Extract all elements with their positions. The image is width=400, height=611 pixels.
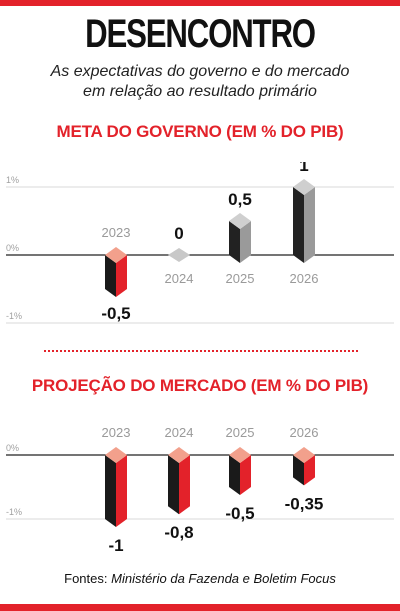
y-tick-label: -1% [6,507,22,517]
bottom-accent-bar [0,604,400,611]
y-tick-label: -1% [6,311,22,321]
x-tick-label: 2026 [290,271,319,286]
y-tick-label: 0% [6,243,19,253]
source-label: Fontes: [64,571,108,586]
government-chart-title: META DO GOVERNO (EM % DO PIB) [56,122,344,141]
market-projection-chart: 0% -1% 2023 -1 2024 -0,8 2025 -0,5 2026 -0,35 [6,425,394,552]
government-target-chart: 1% 0% -1% 2023 -0,5 0 2024 0,5 2025 1 2026 [6,162,394,324]
y-tick-label: 0% [6,443,19,453]
bar [105,447,127,527]
source-value: Ministério da Fazenda e Boletim Focus [111,571,336,586]
x-tick-label: 2024 [165,425,194,440]
x-tick-label: 2023 [102,425,131,440]
x-tick-label: 2025 [226,271,255,286]
data-label: -0,35 [285,494,324,513]
data-label: 1 [299,162,308,175]
bar [105,247,127,297]
bar [229,213,251,263]
data-label: -0,8 [164,523,193,542]
data-label: -0,5 [101,304,130,323]
subtitle-line-2: em relação ao resultado primário [83,83,317,100]
market-chart-title: PROJEÇÃO DO MERCADO (EM % DO PIB) [31,376,369,395]
x-tick-label: 2023 [102,225,131,240]
page-subtitle: As expectativas do governo e do mercado … [20,62,380,102]
data-label: 0,5 [228,190,252,209]
bar [293,179,315,263]
bar [168,447,190,515]
y-tick-label: 1% [6,175,19,185]
bar [229,447,251,495]
bar [168,248,190,262]
data-label: -1 [108,536,123,552]
bar [293,447,315,486]
section-divider [44,350,358,352]
source-note: Fontes: Ministério da Fazenda e Boletim … [0,571,400,586]
page-title: DESENCONTRO [85,12,316,56]
subtitle-line-1: As expectativas do governo e do mercado [50,63,350,80]
data-label: -0,5 [225,504,254,523]
x-tick-label: 2025 [226,425,255,440]
x-tick-label: 2026 [290,425,319,440]
top-accent-bar [0,0,400,6]
data-label: 0 [174,224,183,243]
x-tick-label: 2024 [165,271,194,286]
